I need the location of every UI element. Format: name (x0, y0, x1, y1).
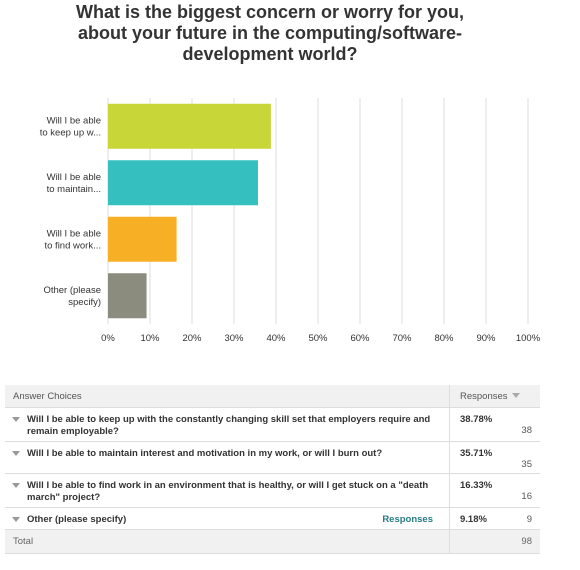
bar-chart: 0% 10% 20% 30% 40% 50% 60% 70% 80% 90% 100% Will I … (40, 98, 541, 344)
x-tick-label: 40% (266, 333, 286, 344)
header-answer-choices: Answer Choices (5, 385, 450, 408)
header-responses[interactable]: Responses (449, 385, 540, 408)
bar (108, 216, 177, 262)
total-row: Total 98 (5, 529, 540, 554)
answer-table: Answer Choices Responses Will I be able … (5, 385, 540, 554)
expand-arrow-icon[interactable] (12, 417, 20, 422)
choice-text: Will I be able to find work in an enviro… (27, 473, 450, 508)
x-tick-label: 10% (140, 333, 160, 344)
expand-arrow-icon[interactable] (12, 483, 20, 488)
category-label: Will I be able to maintain... (47, 172, 101, 195)
total-count: 98 (449, 529, 540, 554)
bar (108, 103, 271, 149)
x-tick-label: 80% (434, 333, 454, 344)
chart-title: What is the biggest concern or worry for… (75, 2, 465, 64)
x-tick-label: 30% (224, 333, 244, 344)
category-label: Will I be able to find work... (45, 228, 102, 251)
sort-arrow-icon[interactable] (511, 393, 520, 399)
response-percent: 38.78% (460, 414, 493, 425)
expand-arrow-icon[interactable] (12, 451, 20, 456)
response-count: 35 (521, 459, 532, 470)
response-percent: 16.33% (460, 480, 493, 491)
x-tick-label: 50% (308, 333, 328, 344)
x-tick-label: 0% (101, 333, 115, 344)
x-tick-label: 20% (182, 333, 202, 344)
x-tick-label: 70% (392, 333, 412, 344)
response-percent: 9.18% (460, 514, 487, 525)
x-tick-label: 90% (476, 333, 496, 344)
choice-text: Other (please specify) (27, 514, 127, 525)
choice-text: Will I be able to maintain interest and … (27, 441, 450, 474)
x-tick-label: 60% (350, 333, 370, 344)
total-label: Total (5, 529, 450, 554)
category-label: Will I be able to keep up w... (40, 115, 101, 138)
category-label: Other (please specify) (43, 285, 101, 308)
table-row: Will I be able to keep up with the const… (5, 407, 540, 442)
bar (108, 273, 147, 319)
table-row: Will I be able to maintain interest and … (5, 441, 540, 474)
response-percent: 35.71% (460, 448, 493, 459)
table-row: Will I be able to find work in an enviro… (5, 473, 540, 508)
response-count: 9 (526, 514, 532, 525)
expand-arrow-icon[interactable] (12, 517, 20, 522)
bar (108, 160, 258, 206)
choice-text: Will I be able to keep up with the const… (27, 407, 450, 442)
table-row: Other (please specify) Responses 9.18% 9 (5, 507, 540, 530)
response-count: 16 (521, 491, 532, 502)
response-count: 38 (521, 425, 532, 436)
responses-link[interactable]: Responses (382, 514, 433, 525)
x-tick-label: 100% (516, 333, 541, 344)
